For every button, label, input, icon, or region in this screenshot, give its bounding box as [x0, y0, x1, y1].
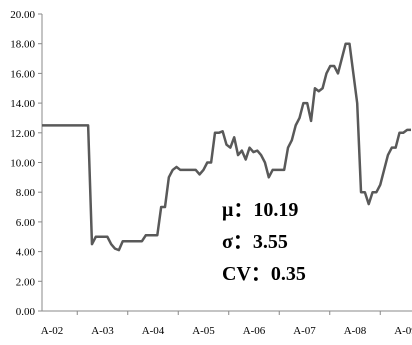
x-tick-label: A-03: [91, 325, 114, 337]
y-tick-label: 8.00: [16, 187, 36, 199]
x-axis: A-02 A-03 A-04 A-05 A-06 A-07 A-08 A-09: [41, 310, 412, 337]
stddev-annotation: σ：3.55: [222, 231, 288, 253]
x-tick-group: A-02 A-03 A-04 A-05 A-06 A-07 A-08 A-09: [41, 311, 412, 337]
y-tick-label: 20.00: [10, 9, 35, 21]
x-tick-label: A-08: [344, 325, 367, 337]
y-axis: 0.00 2.00 4.00 6.00 8.00 10.00 12.00 14.00 16.00…: [10, 9, 43, 318]
y-tick-label: 6.00: [16, 217, 36, 229]
x-tick-label: A-09: [394, 325, 412, 337]
x-tick-label: A-05: [192, 325, 215, 337]
stats-annotation: μ：10.19 σ：3.55 CV：0.35: [222, 199, 306, 285]
y-tick-label: 2.00: [16, 276, 36, 288]
x-tick-label: A-06: [243, 325, 266, 337]
x-tick-label: A-07: [293, 325, 316, 337]
y-tick-label: 14.00: [10, 98, 35, 110]
x-tick-label: A-02: [41, 325, 64, 337]
y-tick-label: 18.00: [10, 39, 35, 51]
x-tick-label: A-04: [142, 325, 165, 337]
y-tick-label: 0.00: [16, 306, 36, 318]
series-line-0: [42, 42, 411, 252]
y-tick-label: 4.00: [16, 247, 36, 259]
y-tick-group: 0.00 2.00 4.00 6.00 8.00 10.00 12.00 14.00 16.00…: [10, 9, 42, 318]
y-tick-label: 12.00: [10, 128, 35, 140]
cv-annotation: CV：0.35: [222, 263, 306, 285]
y-tick-label: 16.00: [10, 68, 35, 80]
series-group: [42, 42, 411, 252]
y-tick-label: 10.00: [10, 158, 35, 170]
mean-annotation: μ：10.19: [222, 199, 298, 221]
